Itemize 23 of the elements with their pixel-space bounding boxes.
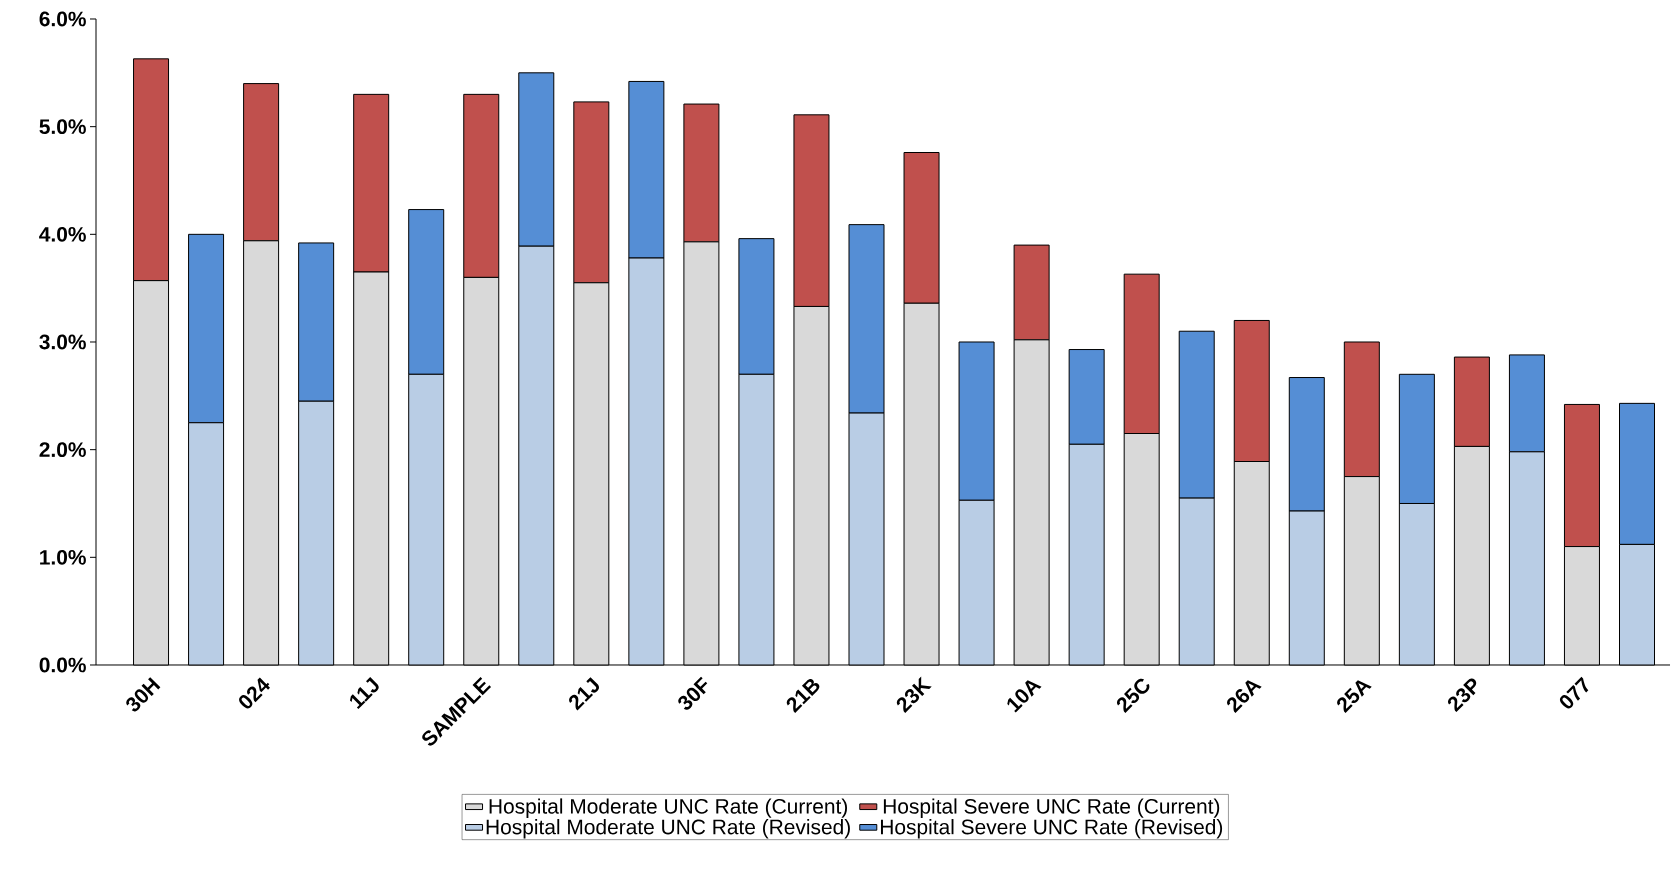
- y-tick-label: 1.0%: [40, 549, 86, 565]
- x-tick-label: 21J: [569, 677, 599, 711]
- y-tick-label: 3.0%: [39, 334, 86, 350]
- legend-label: Hospital Severe UNC Rate (Revised): [880, 819, 1223, 839]
- x-tick-label: 23P: [1447, 678, 1477, 713]
- legend-label: Hospital Severe UNC Rate (Current): [883, 798, 1220, 818]
- x-tick-label: 10A: [1007, 680, 1042, 713]
- y-tick-label: 0.0%: [39, 657, 86, 673]
- x-tick-label: 024: [239, 677, 270, 709]
- x-tick-label: 26A: [1227, 680, 1262, 713]
- x-tick-label: 25C: [1116, 678, 1150, 713]
- legend-label: Hospital Moderate UNC Rate (Current): [489, 798, 848, 818]
- x-tick-label: 11J: [349, 677, 379, 710]
- y-tick-label: 5.0%: [39, 119, 86, 135]
- y-tick-label: 4.0%: [39, 226, 86, 242]
- x-tick-label: 25A: [1337, 680, 1372, 713]
- x-tick-label: 077: [1559, 676, 1589, 709]
- y-tick-label: 2.0%: [39, 442, 86, 458]
- x-tick-label: 30F: [678, 676, 708, 710]
- y-tick-label: 6.0%: [39, 11, 86, 27]
- x-tick-label: 21B: [786, 678, 820, 713]
- x-tick-label: 30H: [126, 677, 161, 712]
- legend-label: Hospital Moderate UNC Rate (Revised): [486, 819, 850, 839]
